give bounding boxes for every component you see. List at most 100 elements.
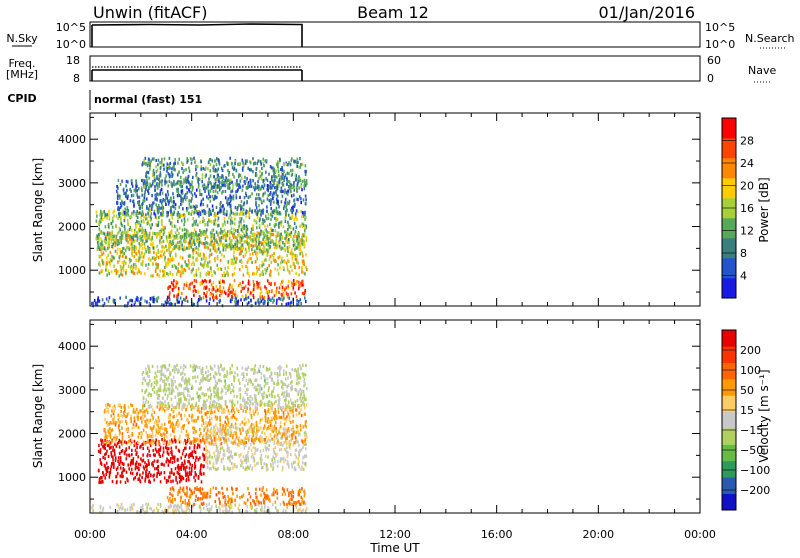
data-cell — [278, 297, 280, 300]
data-cell — [121, 222, 123, 225]
data-cell — [242, 208, 244, 211]
data-cell — [255, 260, 257, 263]
data-cell — [177, 491, 179, 494]
data-cell — [237, 163, 239, 166]
data-cell — [251, 456, 253, 459]
data-cell — [217, 268, 219, 271]
data-cell — [250, 502, 252, 505]
data-cell — [251, 192, 253, 195]
data-cell — [239, 455, 241, 458]
data-cell — [194, 220, 196, 223]
data-cell — [141, 206, 143, 209]
data-cell — [215, 168, 217, 171]
data-cell — [108, 210, 110, 213]
data-cell — [278, 272, 280, 275]
data-cell — [189, 284, 191, 287]
data-cell — [250, 495, 252, 498]
data-cell — [169, 492, 171, 495]
data-cell — [155, 159, 157, 162]
data-cell — [245, 248, 247, 251]
data-cell — [231, 462, 233, 465]
data-cell — [170, 500, 172, 503]
data-cell — [290, 265, 292, 268]
data-cell — [191, 206, 193, 209]
data-cell — [270, 299, 272, 302]
data-cell — [298, 232, 300, 235]
data-cell — [282, 195, 284, 198]
data-cell — [152, 182, 154, 185]
data-cell — [178, 287, 180, 290]
data-cell — [260, 494, 262, 497]
data-cell — [209, 169, 211, 172]
data-cell — [194, 234, 196, 237]
data-cell — [240, 186, 242, 189]
data-cell — [252, 499, 254, 502]
data-cell — [156, 507, 158, 510]
data-cell — [224, 213, 226, 216]
data-cell — [191, 197, 193, 200]
data-cell — [282, 280, 284, 283]
data-cell — [222, 274, 224, 277]
data-cell — [241, 177, 243, 180]
data-cell — [227, 501, 229, 504]
data-cell — [206, 280, 208, 283]
data-cell — [232, 466, 234, 469]
data-cell — [296, 226, 298, 229]
data-cell — [242, 265, 244, 268]
data-cell — [255, 238, 257, 241]
data-cell — [230, 451, 232, 454]
data-cell — [248, 213, 250, 216]
data-cell — [257, 180, 259, 183]
data-cell — [132, 472, 134, 475]
data-cell — [198, 267, 200, 270]
data-cell — [299, 252, 301, 255]
nsky-label: N.Sky — [6, 32, 38, 45]
data-cell — [275, 229, 277, 232]
data-cell — [161, 236, 163, 239]
data-cell — [292, 185, 294, 188]
data-cell — [233, 426, 235, 429]
data-cell — [204, 190, 206, 193]
data-cell — [164, 157, 166, 160]
data-cell — [245, 297, 247, 300]
data-cell — [229, 182, 231, 185]
data-cell — [187, 191, 189, 194]
data-cell — [206, 264, 208, 267]
data-cell — [227, 467, 229, 470]
data-cell — [247, 451, 249, 454]
data-cell — [167, 163, 169, 166]
data-cell — [281, 177, 283, 180]
data-cell — [234, 243, 236, 246]
data-cell — [305, 463, 307, 466]
data-cell — [295, 174, 297, 177]
data-cell — [223, 165, 225, 168]
data-cell — [279, 255, 281, 258]
data-cell — [182, 207, 184, 210]
data-cell — [121, 200, 123, 203]
data-cell — [252, 245, 254, 248]
data-cell — [230, 434, 232, 437]
data-cell — [124, 252, 126, 255]
data-cell — [285, 458, 287, 461]
data-cell — [261, 178, 263, 181]
data-cell — [229, 243, 231, 246]
data-cell — [163, 164, 165, 167]
data-cell — [267, 267, 269, 270]
data-cell — [99, 511, 101, 514]
data-cell — [210, 174, 212, 177]
nsky-left-tick-bottom: 10^0 — [56, 38, 86, 51]
data-cell — [219, 451, 221, 454]
data-cell — [175, 446, 177, 449]
data-cell — [297, 177, 299, 180]
data-cell — [145, 264, 147, 267]
data-cell — [239, 504, 241, 507]
data-cell — [280, 432, 282, 435]
data-cell — [230, 300, 232, 303]
data-cell — [148, 450, 150, 453]
data-cell — [112, 226, 114, 229]
data-cell — [139, 229, 141, 232]
data-cell — [291, 301, 293, 304]
data-cell — [191, 236, 193, 239]
data-cell — [112, 456, 114, 459]
data-cell — [173, 180, 175, 183]
